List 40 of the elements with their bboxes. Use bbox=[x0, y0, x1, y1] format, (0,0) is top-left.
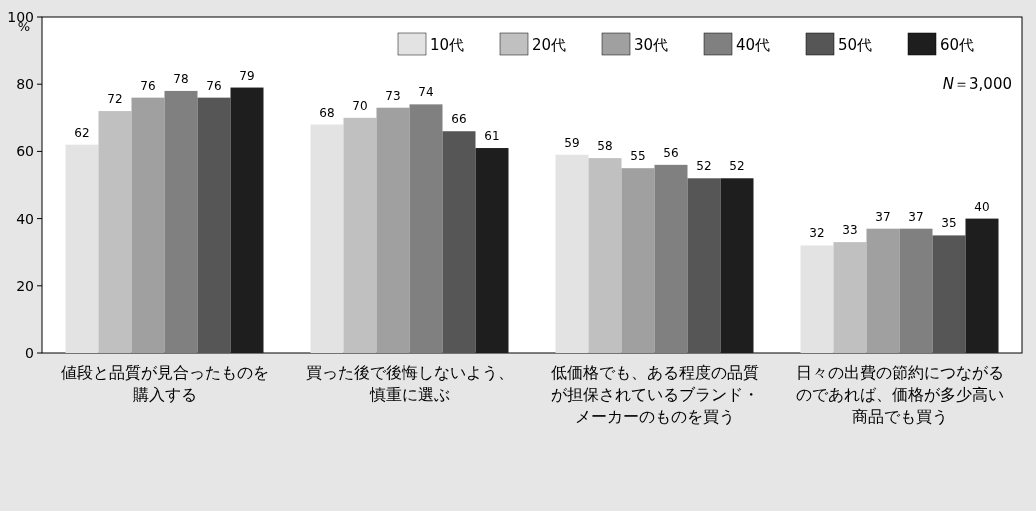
x-tick-label: 日々の出費の節約につながるのであれば、価格が多少高い商品でも買う bbox=[794, 362, 1005, 428]
data-label: 56 bbox=[663, 145, 679, 160]
data-label: 74 bbox=[418, 85, 434, 100]
data-label: 33 bbox=[842, 223, 858, 238]
data-label: 52 bbox=[729, 159, 745, 174]
y-tick-label: 20 bbox=[16, 277, 34, 294]
data-label: 40 bbox=[974, 199, 990, 214]
data-label: 52 bbox=[696, 159, 712, 174]
data-label: 37 bbox=[875, 209, 891, 224]
legend-label: 40代 bbox=[736, 36, 771, 54]
data-label: 78 bbox=[173, 71, 189, 86]
annotation: N＝3,000 bbox=[942, 75, 1012, 93]
data-label: 72 bbox=[107, 92, 123, 107]
data-label: 37 bbox=[908, 209, 924, 224]
data-label: 76 bbox=[206, 78, 222, 93]
data-label: 32 bbox=[809, 226, 825, 241]
legend-label: 50代 bbox=[838, 36, 873, 54]
data-label: 55 bbox=[630, 149, 646, 164]
data-label: 35 bbox=[941, 216, 957, 231]
data-label: 76 bbox=[140, 78, 156, 93]
y-tick-label: 0 bbox=[25, 345, 34, 361]
data-label: 68 bbox=[319, 105, 335, 120]
data-label: 61 bbox=[484, 129, 500, 144]
y-tick-label: 60 bbox=[16, 143, 34, 160]
y-tick-label: 80 bbox=[16, 76, 34, 93]
x-tick-label: 買った後で後悔しないよう、慎重に選ぶ bbox=[304, 362, 515, 406]
legend-label: 60代 bbox=[940, 36, 975, 54]
legend-label: 30代 bbox=[634, 36, 669, 54]
data-label: 70 bbox=[352, 98, 368, 113]
x-tick-label: 値段と品質が見合ったものを購入する bbox=[59, 362, 270, 406]
data-label: 62 bbox=[74, 125, 90, 140]
legend-label: 10代 bbox=[430, 36, 465, 54]
data-label: 79 bbox=[239, 68, 255, 83]
data-label: 58 bbox=[597, 139, 613, 154]
legend-label: 20代 bbox=[532, 36, 567, 54]
data-label: 73 bbox=[385, 88, 401, 103]
data-label: 59 bbox=[564, 135, 580, 150]
y-tick-label: 40 bbox=[16, 210, 34, 227]
x-tick-label: 低価格でも、ある程度の品質が担保されているブランド・メーカーのものを買う bbox=[549, 362, 760, 428]
data-label: 66 bbox=[451, 112, 467, 127]
